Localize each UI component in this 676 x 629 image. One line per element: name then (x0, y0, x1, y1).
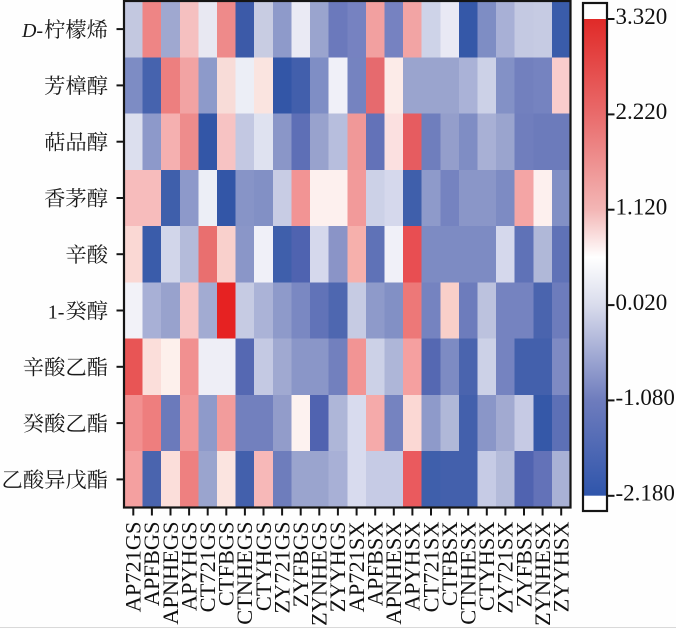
svg-text:ZYNHEGS: ZYNHEGS (307, 522, 332, 627)
svg-text:APNHEGS: APNHEGS (158, 522, 183, 625)
svg-text:ZYFBSX: ZYFBSX (511, 522, 536, 608)
svg-text:CTYHGS: CTYHGS (251, 522, 276, 612)
svg-text:-2.180: -2.180 (616, 481, 675, 506)
svg-text:ZY721SX: ZY721SX (493, 522, 518, 614)
svg-text:1-: 1- (48, 301, 65, 323)
svg-text:CTNHESX: CTNHESX (456, 522, 481, 625)
svg-text:CTYHSX: CTYHSX (474, 522, 499, 612)
svg-text:AP721SX: AP721SX (344, 522, 369, 613)
svg-text:ZY721GS: ZY721GS (269, 522, 294, 614)
svg-text:0.020: 0.020 (616, 290, 668, 315)
svg-text:APNHESX: APNHESX (381, 522, 406, 625)
svg-text:1.120: 1.120 (616, 195, 668, 220)
svg-text:3.320: 3.320 (616, 4, 668, 29)
svg-text:CT721GS: CT721GS (195, 522, 220, 613)
svg-text:ZYYHGS: ZYYHGS (325, 522, 350, 613)
svg-text:AP721GS: AP721GS (121, 522, 146, 613)
svg-text:CTNHEGS: CTNHEGS (232, 522, 257, 625)
svg-text:APFBGS: APFBGS (139, 522, 164, 607)
svg-text:APYHGS: APYHGS (176, 522, 201, 612)
svg-text:APYHSX: APYHSX (400, 522, 425, 612)
svg-text:-1.080: -1.080 (616, 385, 675, 410)
svg-text:CTFBSX: CTFBSX (437, 522, 462, 607)
svg-text:CT721SX: CT721SX (418, 522, 443, 613)
svg-text:D-: D- (21, 20, 43, 42)
svg-text:2.220: 2.220 (616, 99, 668, 124)
svg-text:CTFBGS: CTFBGS (214, 522, 239, 607)
svg-text:ZYFBGS: ZYFBGS (288, 522, 313, 608)
svg-text:ZYNHESX: ZYNHESX (530, 522, 555, 627)
svg-text:ZYYHSX: ZYYHSX (549, 522, 574, 613)
svg-text:APFBSX: APFBSX (363, 522, 388, 607)
